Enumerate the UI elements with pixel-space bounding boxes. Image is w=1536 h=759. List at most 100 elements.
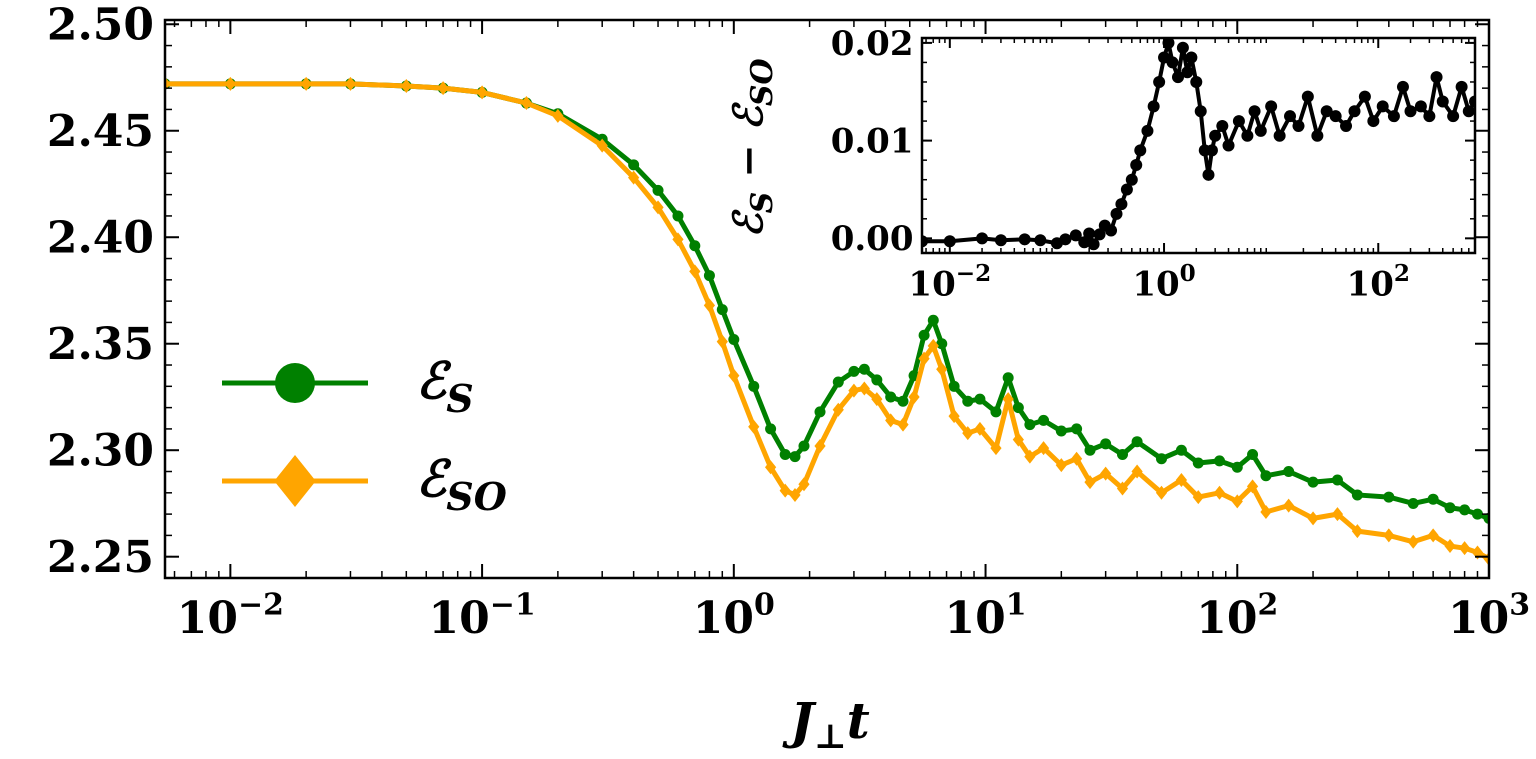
inset-ylabel-b-sub: SO	[745, 58, 780, 106]
main-data-point	[1383, 528, 1395, 543]
inset-data-point	[1185, 51, 1198, 64]
main-data-point	[1459, 541, 1471, 556]
main-data-point	[1351, 489, 1363, 501]
main-data-point	[1002, 372, 1014, 384]
main-data-point	[1012, 432, 1024, 447]
main-data-point	[974, 421, 986, 436]
inset-ylabel: ℰS − ℰSO	[725, 58, 780, 237]
main-data-point	[1192, 457, 1204, 469]
main-xlabel: J⊥t	[782, 691, 869, 754]
inset-data-point	[1348, 105, 1361, 118]
main-data-point	[779, 448, 791, 460]
main-ytick-label: 2.50	[47, 0, 154, 51]
inset-background	[922, 38, 1475, 253]
inset-data-point	[1083, 227, 1096, 240]
main-data-point	[1247, 448, 1259, 460]
inset-data-point	[1147, 100, 1160, 113]
main-data-point	[990, 441, 1002, 456]
main-data-point	[1037, 441, 1050, 456]
main-data-point	[832, 376, 844, 388]
inset-data-point	[1232, 115, 1245, 128]
main-data-point	[748, 380, 760, 392]
inset-xtick-exp: −2	[956, 260, 991, 287]
main-data-point	[962, 426, 974, 441]
main-data-point	[1024, 449, 1036, 464]
legend-label-main: ℰ	[416, 351, 452, 410]
inset-data-point	[943, 235, 956, 248]
main-xtick-exp: 2	[1257, 588, 1278, 623]
main-xtick-label: 101	[945, 588, 1027, 644]
inset-data-point	[1115, 198, 1128, 211]
inset-ylabel-a: ℰ	[725, 209, 772, 238]
main-data-point	[885, 413, 897, 428]
main-xtick-base: 10	[429, 593, 490, 644]
main-data-point	[1459, 504, 1471, 516]
inset-data-point	[1340, 119, 1353, 132]
main-xtick-label: 10−1	[429, 588, 536, 644]
inset-data-point	[1130, 159, 1143, 172]
main-xtick-label: 10−2	[177, 588, 284, 644]
main-xtick-base: 10	[177, 593, 238, 644]
legend-label-main: ℰ	[416, 449, 452, 508]
main-data-point	[1246, 479, 1259, 494]
inset-data-point	[1447, 110, 1460, 123]
legend-label-sub: SO	[446, 474, 507, 519]
main-data-point	[779, 483, 791, 498]
main-data-point	[224, 76, 236, 91]
main-data-point	[1383, 491, 1395, 503]
main-data-point	[628, 170, 640, 185]
inset-xtick-exp: 2	[1394, 260, 1410, 287]
main-frame	[163, 18, 1491, 580]
inset-xtick-base: 10	[1132, 265, 1179, 305]
inset-data-point	[1194, 105, 1207, 118]
inset-data-point	[1320, 105, 1333, 118]
inset-xtick-base: 10	[1347, 265, 1394, 305]
main-data-point	[1444, 539, 1456, 554]
main-xtick-label: 102	[1196, 588, 1278, 644]
main-data-point	[344, 76, 357, 91]
inset-xtick-exp: 0	[1180, 260, 1196, 287]
main-series-diamond	[165, 76, 1489, 566]
main-data-point	[1427, 493, 1439, 505]
inset-data-point	[1241, 129, 1254, 142]
main-data-point	[716, 334, 728, 349]
inset-data-point	[1134, 144, 1147, 157]
inset-data-point	[1153, 75, 1166, 88]
main-data-point	[798, 477, 810, 492]
inset-data-point	[1141, 124, 1154, 137]
main-data-point	[990, 406, 1002, 418]
main-data-point	[1175, 473, 1188, 488]
main-data-point	[1131, 436, 1143, 448]
inset-data-point	[1018, 233, 1031, 246]
main-data-point	[1192, 490, 1204, 505]
main-data-point	[1260, 504, 1272, 519]
inset-data-point	[1078, 236, 1091, 249]
main-data-point	[165, 76, 171, 91]
main-data-point	[858, 363, 870, 375]
main-xlabel-j: J	[782, 691, 817, 750]
main-data-point	[814, 406, 826, 418]
inset-data-point	[1254, 124, 1267, 137]
inset-xtick-label: 10−2	[908, 260, 991, 304]
main-data-point	[1307, 476, 1319, 488]
inset-ylabel-b: ℰ	[725, 101, 772, 130]
main-data-point	[1155, 485, 1168, 500]
main-ytick-label: 2.45	[47, 106, 154, 157]
main-data-point	[871, 392, 883, 407]
main-data-point	[1100, 466, 1112, 481]
main-data-point	[848, 365, 860, 377]
inset-series-circle	[922, 38, 1475, 251]
main-data-point	[652, 184, 664, 196]
inset-data-point	[1311, 129, 1324, 142]
main-data-point	[848, 383, 860, 398]
main-data-point	[1175, 444, 1187, 456]
inset-data-point	[1462, 105, 1475, 118]
inset-data-point	[1404, 105, 1417, 118]
main-data-point	[728, 368, 740, 383]
main-data-point	[1483, 512, 1489, 524]
main-data-point	[1084, 444, 1096, 456]
main-data-point	[1024, 419, 1036, 431]
main-xtick-exp: −2	[238, 588, 284, 623]
main-data-point	[1131, 464, 1143, 479]
